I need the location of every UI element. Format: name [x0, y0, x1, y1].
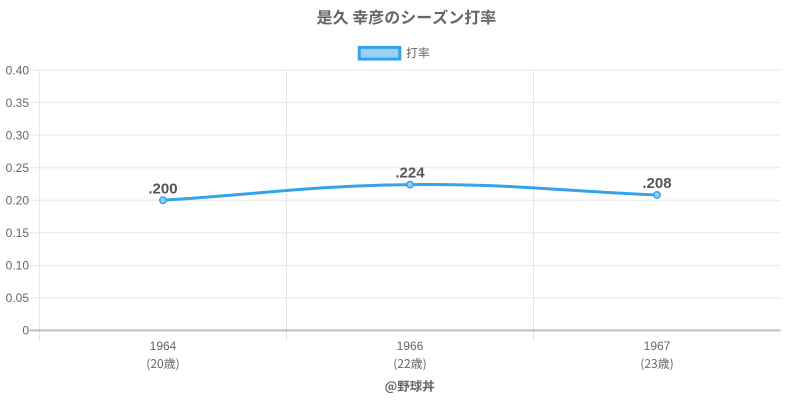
svg-text:0.25: 0.25 [6, 161, 30, 175]
svg-text:.200: .200 [148, 180, 177, 197]
svg-text:0: 0 [22, 324, 29, 338]
svg-text:1966: 1966 [397, 339, 424, 353]
svg-text:.208: .208 [642, 175, 671, 192]
svg-text:0.10: 0.10 [6, 259, 30, 273]
svg-text:1967: 1967 [644, 339, 671, 353]
svg-text:0.30: 0.30 [6, 128, 30, 142]
svg-text:.224: .224 [395, 165, 425, 182]
svg-text:0.05: 0.05 [6, 291, 30, 305]
svg-text:0.20: 0.20 [6, 193, 30, 207]
svg-text:0.40: 0.40 [6, 63, 30, 77]
svg-text:0.35: 0.35 [6, 96, 30, 110]
svg-text:1964: 1964 [150, 339, 177, 353]
svg-text:0.15: 0.15 [6, 226, 30, 240]
